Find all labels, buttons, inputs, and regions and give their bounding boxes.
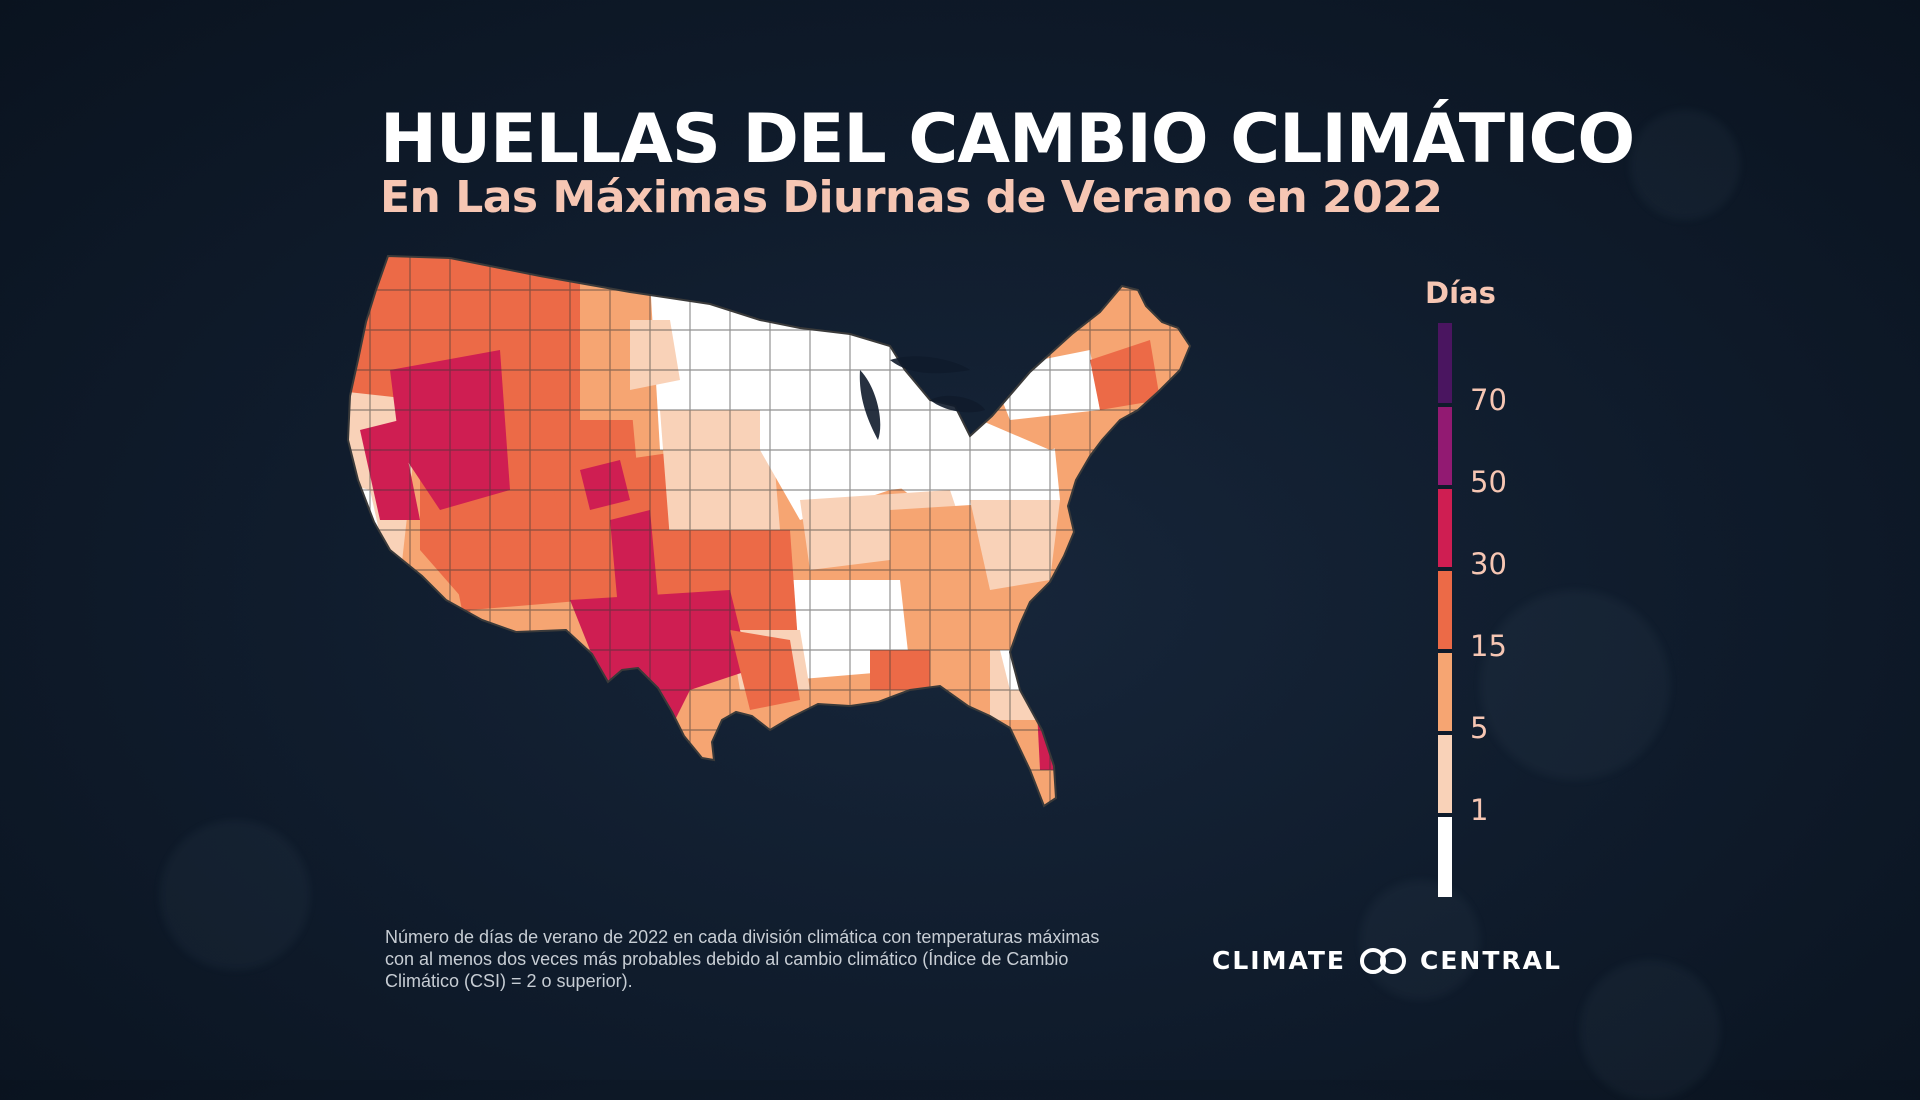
legend-label: 30 (1470, 547, 1507, 581)
legend-swatch-3 (1438, 569, 1452, 651)
region-texas-hotspot (570, 590, 750, 750)
legend-swatch-1 (1438, 405, 1452, 487)
climate-central-logo: CLIMATE CENTRAL (1212, 946, 1562, 975)
logo-text-left: CLIMATE (1212, 946, 1346, 975)
legend-swatch-4 (1438, 651, 1452, 733)
legend-tick (1438, 731, 1452, 735)
region-new-england (1090, 340, 1160, 410)
legend-swatch-0 (1438, 323, 1452, 405)
region-central-valley-hotspot (360, 420, 420, 520)
page-title: HUELLAS DEL CAMBIO CLIMÁTICO (380, 100, 1635, 179)
great-lakes (859, 356, 985, 440)
page-subtitle: En Las Máximas Diurnas de Verano en 2022 (380, 172, 1443, 223)
region-dakotas-light (630, 320, 680, 390)
bokeh-light (1580, 960, 1720, 1100)
legend-tick (1438, 485, 1452, 489)
region-carolinas (970, 500, 1060, 590)
legend-label: 1 (1470, 793, 1489, 827)
legend-label: 70 (1470, 383, 1507, 417)
bokeh-light (160, 820, 310, 970)
legend-tick (1438, 649, 1452, 653)
legend-label: 15 (1470, 629, 1507, 663)
legend-swatch-2 (1438, 487, 1452, 569)
footnote: Número de días de verano de 2022 en cada… (385, 927, 1100, 991)
legend-tick (1438, 567, 1452, 571)
legend-label: 5 (1470, 711, 1489, 745)
legend-label: 50 (1470, 465, 1507, 499)
region-florida (990, 650, 1060, 720)
region-louisiana-coast (870, 650, 930, 690)
infinity-rings-icon (1360, 947, 1406, 974)
legend-tick (1438, 813, 1452, 817)
legend-tick (1438, 403, 1452, 407)
us-climate-map (346, 254, 1192, 808)
legend-swatch-5 (1438, 733, 1452, 815)
bokeh-light (1360, 880, 1480, 1000)
bokeh-light (1630, 110, 1740, 220)
us-outline (346, 254, 1192, 808)
region-north-central-white (650, 280, 770, 450)
legend-title: Días (1425, 276, 1496, 310)
region-colorado-hotspot (580, 460, 630, 510)
legend-swatch-6 (1438, 815, 1452, 897)
logo-text-right: CENTRAL (1420, 946, 1562, 975)
bokeh-light (1480, 590, 1670, 780)
